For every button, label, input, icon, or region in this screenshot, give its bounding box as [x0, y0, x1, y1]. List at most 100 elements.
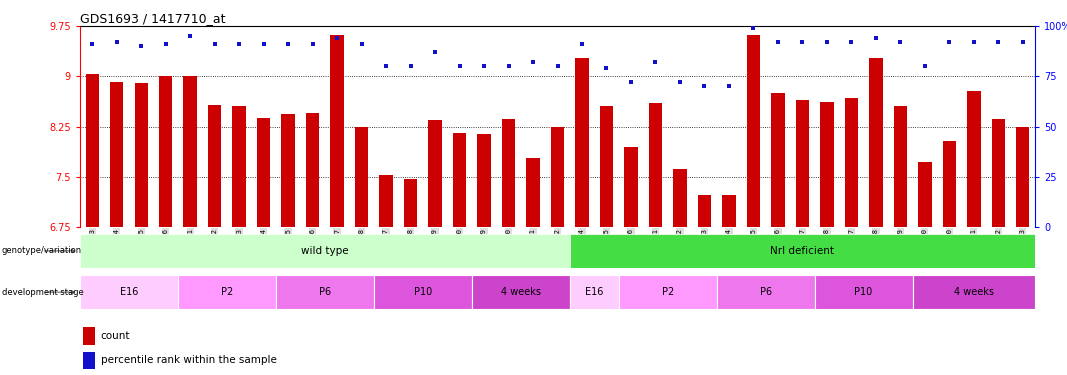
Bar: [821, 102, 833, 227]
Point: [843, 39, 860, 45]
Point: [1015, 39, 1032, 45]
Point: [769, 39, 786, 45]
Point: [378, 63, 395, 69]
Bar: [722, 195, 735, 227]
Bar: [110, 82, 124, 227]
Bar: [306, 113, 319, 227]
Bar: [83, 327, 95, 345]
Point: [304, 41, 321, 47]
Point: [794, 39, 811, 45]
Text: P10: P10: [855, 287, 873, 297]
Bar: [717, 275, 814, 309]
Point: [476, 63, 493, 69]
Point: [696, 84, 713, 90]
Point: [157, 41, 174, 47]
Text: Nrl deficient: Nrl deficient: [770, 246, 834, 256]
Point: [525, 59, 542, 65]
Point: [745, 25, 762, 31]
Text: P6: P6: [760, 287, 771, 297]
Bar: [380, 176, 393, 227]
Bar: [403, 179, 417, 227]
Bar: [845, 99, 858, 227]
Text: P2: P2: [221, 287, 233, 297]
Bar: [477, 134, 491, 227]
Bar: [178, 275, 276, 309]
Point: [548, 63, 566, 69]
Bar: [501, 118, 515, 227]
Point: [720, 84, 737, 90]
Text: 4 weeks: 4 weeks: [500, 287, 541, 297]
Bar: [893, 106, 907, 227]
Point: [990, 39, 1007, 45]
Point: [671, 80, 688, 86]
Bar: [80, 234, 570, 268]
Bar: [814, 275, 912, 309]
Point: [598, 65, 615, 71]
Bar: [991, 118, 1005, 227]
Point: [329, 35, 346, 41]
Text: percentile rank within the sample: percentile rank within the sample: [100, 356, 276, 366]
Bar: [83, 352, 95, 369]
Bar: [355, 127, 368, 227]
Text: P2: P2: [662, 287, 674, 297]
Point: [280, 41, 297, 47]
Point: [892, 39, 909, 45]
Point: [206, 41, 223, 47]
Bar: [208, 105, 222, 227]
Bar: [184, 76, 197, 227]
Bar: [870, 58, 882, 227]
Point: [402, 63, 419, 69]
Bar: [575, 58, 589, 227]
Text: P6: P6: [319, 287, 331, 297]
Text: 4 weeks: 4 weeks: [954, 287, 993, 297]
Bar: [918, 162, 931, 227]
Point: [132, 44, 149, 50]
Bar: [673, 169, 687, 227]
Bar: [551, 127, 564, 227]
Point: [451, 63, 468, 69]
Bar: [649, 103, 663, 227]
Point: [353, 41, 370, 47]
Text: E16: E16: [585, 287, 604, 297]
Bar: [472, 275, 570, 309]
Bar: [159, 76, 173, 227]
Point: [108, 39, 125, 45]
Bar: [331, 35, 344, 227]
Bar: [747, 35, 760, 227]
Bar: [912, 275, 1035, 309]
Bar: [942, 141, 956, 227]
Point: [255, 41, 272, 47]
Point: [427, 50, 444, 55]
Bar: [570, 234, 1035, 268]
Bar: [1016, 127, 1030, 227]
Bar: [373, 275, 472, 309]
Point: [966, 39, 983, 45]
Point: [647, 59, 664, 65]
Point: [500, 63, 517, 69]
Bar: [771, 93, 784, 227]
Bar: [526, 158, 540, 227]
Bar: [428, 120, 442, 227]
Bar: [967, 91, 981, 227]
Point: [573, 41, 590, 47]
Point: [181, 33, 198, 39]
Bar: [85, 74, 99, 227]
Point: [917, 63, 934, 69]
Bar: [624, 147, 638, 227]
Text: development stage: development stage: [1, 288, 83, 297]
Point: [230, 41, 248, 47]
Bar: [233, 106, 245, 227]
Text: genotype/variation: genotype/variation: [1, 246, 82, 255]
Bar: [796, 100, 809, 227]
Point: [867, 35, 885, 41]
Bar: [282, 114, 294, 227]
Bar: [257, 118, 270, 227]
Bar: [570, 275, 619, 309]
Bar: [452, 133, 466, 227]
Bar: [619, 275, 717, 309]
Bar: [600, 106, 614, 227]
Point: [818, 39, 835, 45]
Bar: [276, 275, 373, 309]
Text: E16: E16: [120, 287, 139, 297]
Text: P10: P10: [414, 287, 432, 297]
